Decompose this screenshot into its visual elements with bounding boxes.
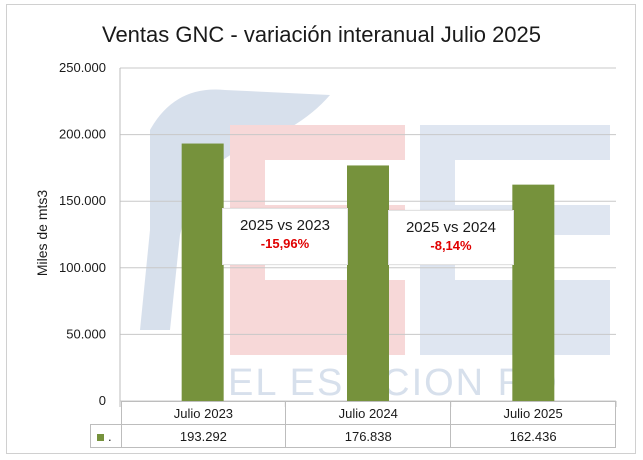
data-table-series-row: . 193.292 176.838 162.436 [90,424,616,448]
bar [181,143,224,402]
y-tick-label: 0 [99,393,106,408]
annotation-value: -15,96% [260,236,310,251]
data-table-category: Julio 2023 [120,401,287,425]
annotation-box: 2025 vs 2024 -8,14% [388,210,514,265]
data-table-value: 176.838 [285,424,452,448]
watermark-text: EL ES ACION RO [228,362,559,404]
y-tick-label: 250.000 [59,60,106,75]
bar [512,184,555,401]
annotation-box: 2025 vs 2023 -15,96% [222,208,348,265]
data-table-corner [90,401,122,425]
bar [347,165,389,401]
data-table-series-legend: . [90,424,122,448]
annotation-title: 2025 vs 2023 [239,217,331,234]
data-table: Julio 2023 Julio 2024 Julio 2025 . 193.2… [90,401,616,448]
bars [181,143,555,402]
data-table-value: 193.292 [120,424,287,448]
y-tick-label: 200.000 [59,127,106,142]
legend-key-icon [97,433,104,441]
data-table-value: 162.436 [450,424,616,448]
data-table-category: Julio 2024 [285,401,452,425]
annotation-value: -8,14% [430,238,472,253]
data-table-header-row: Julio 2023 Julio 2024 Julio 2025 [90,401,616,425]
y-tick-label: 150.000 [59,193,106,208]
chart-title: Ventas GNC - variación interanual Julio … [101,22,542,47]
y-tick-labels: 0 50.000 100.000 150.000 200.000 250.000 [59,60,106,408]
y-tick-label: 50.000 [66,326,106,341]
annotation-title: 2025 vs 2024 [405,219,497,236]
data-table-category: Julio 2025 [450,401,616,425]
legend-series-name: . [108,428,112,444]
y-tick-label: 100.000 [59,260,106,275]
